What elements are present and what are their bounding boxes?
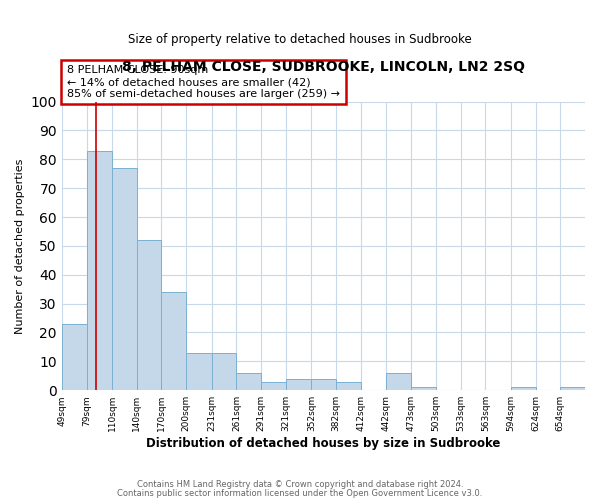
Bar	[286, 378, 311, 390]
Bar	[261, 382, 286, 390]
Text: Contains HM Land Registry data © Crown copyright and database right 2024.: Contains HM Land Registry data © Crown c…	[137, 480, 463, 489]
Title: 8, PELHAM CLOSE, SUDBROOKE, LINCOLN, LN2 2SQ: 8, PELHAM CLOSE, SUDBROOKE, LINCOLN, LN2…	[122, 60, 525, 74]
Text: Contains public sector information licensed under the Open Government Licence v3: Contains public sector information licen…	[118, 490, 482, 498]
Text: 8 PELHAM CLOSE: 90sqm
← 14% of detached houses are smaller (42)
85% of semi-deta: 8 PELHAM CLOSE: 90sqm ← 14% of detached …	[67, 66, 340, 98]
Bar	[386, 373, 411, 390]
X-axis label: Distribution of detached houses by size in Sudbrooke: Distribution of detached houses by size …	[146, 437, 500, 450]
Bar	[137, 240, 161, 390]
Bar	[511, 388, 536, 390]
Bar	[212, 352, 236, 390]
Bar	[112, 168, 137, 390]
Bar	[336, 382, 361, 390]
Y-axis label: Number of detached properties: Number of detached properties	[15, 158, 25, 334]
Bar	[411, 388, 436, 390]
Bar	[86, 150, 112, 390]
Bar	[311, 378, 336, 390]
Bar	[62, 324, 86, 390]
Bar	[161, 292, 186, 390]
Bar	[560, 388, 585, 390]
Text: Size of property relative to detached houses in Sudbrooke: Size of property relative to detached ho…	[128, 32, 472, 46]
Bar	[186, 352, 212, 390]
Bar	[236, 373, 261, 390]
